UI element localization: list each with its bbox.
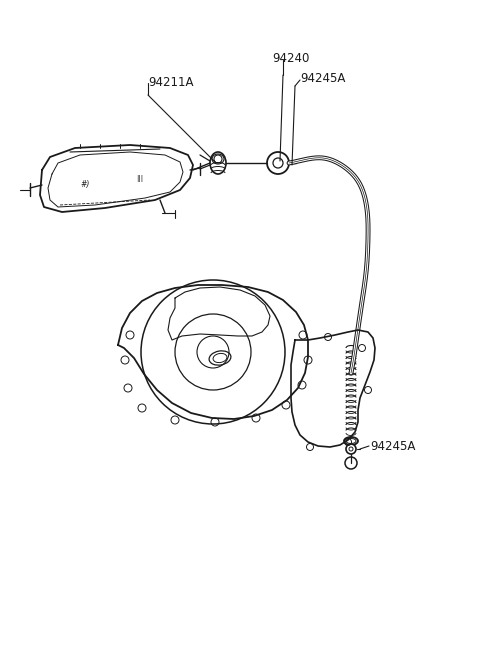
Text: 94240: 94240 <box>272 51 310 64</box>
Text: #): #) <box>80 181 90 189</box>
Text: 94245A: 94245A <box>300 72 346 85</box>
Circle shape <box>346 444 356 454</box>
Text: 94211A: 94211A <box>148 76 193 89</box>
Ellipse shape <box>210 152 226 174</box>
Circle shape <box>267 152 289 174</box>
Text: |||: ||| <box>136 175 144 181</box>
Circle shape <box>345 457 357 469</box>
Ellipse shape <box>344 437 358 445</box>
Text: 94245A: 94245A <box>370 440 415 453</box>
